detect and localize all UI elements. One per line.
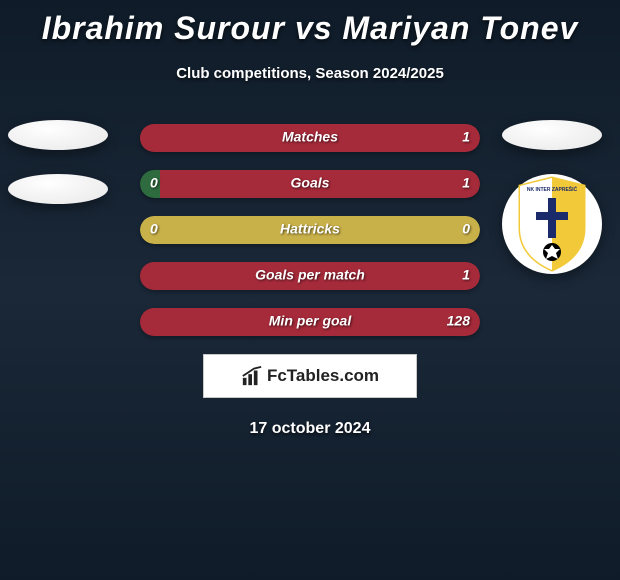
stat-label: Hattricks: [280, 221, 340, 237]
svg-text:NK INTER ZAPREŠIĆ: NK INTER ZAPREŠIĆ: [527, 185, 578, 193]
stat-left-value: 0: [150, 221, 158, 237]
subtitle: Club competitions, Season 2024/2025: [0, 65, 620, 82]
logo-text: FcTables.com: [267, 366, 379, 386]
player2-club-badge: NK INTER ZAPREŠIĆ: [502, 174, 602, 274]
chart-icon: [241, 365, 263, 387]
player1-club-placeholder: [8, 174, 108, 204]
stat-right-value: 1: [462, 129, 470, 145]
stat-left-value: 0: [150, 175, 158, 191]
page-title: Ibrahim Surour vs Mariyan Tonev: [0, 0, 620, 47]
stat-row-goals-per-match: 1 Goals per match: [140, 262, 480, 290]
left-avatars: [8, 120, 118, 228]
shield-icon: NK INTER ZAPREŠIĆ: [511, 176, 593, 272]
stat-right-value: 0: [462, 221, 470, 237]
stat-row-hattricks: 0 0 Hattricks: [140, 216, 480, 244]
stat-row-min-per-goal: 128 Min per goal: [140, 308, 480, 336]
fctables-logo: FcTables.com: [203, 354, 417, 398]
stat-right-value: 1: [462, 267, 470, 283]
stats-rows: 1 Matches 0 1 Goals 0 0 Hattricks 1 Goals per mat…: [140, 124, 480, 336]
stat-label: Min per goal: [269, 313, 351, 329]
right-avatars: NK INTER ZAPREŠIĆ: [502, 120, 612, 274]
stat-right-value: 1: [462, 175, 470, 191]
stat-label: Matches: [282, 129, 338, 145]
stat-row-matches: 1 Matches: [140, 124, 480, 152]
stat-right-value: 128: [447, 313, 470, 329]
stat-row-goals: 0 1 Goals: [140, 170, 480, 198]
stat-label: Goals: [291, 175, 330, 191]
player1-avatar-placeholder: [8, 120, 108, 150]
stat-label: Goals per match: [255, 267, 365, 283]
player2-avatar-placeholder: [502, 120, 602, 150]
date: 17 october 2024: [0, 420, 620, 438]
